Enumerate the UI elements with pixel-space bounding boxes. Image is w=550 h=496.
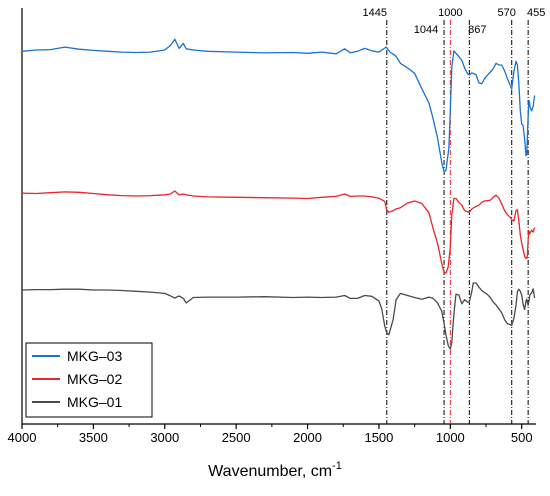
peak-label-1044: 1044: [414, 24, 438, 36]
x-axis-tick-labels: 4000 3500 3000 2500 2000 1500 1000 500: [8, 430, 533, 445]
peak-label-570: 570: [498, 7, 516, 19]
series-line-2: [21, 190, 536, 274]
series-line-3: [21, 282, 536, 350]
x-axis-title-superscript: -1: [332, 460, 342, 472]
peak-label-1000: 1000: [438, 7, 462, 19]
peak-label-867: 867: [468, 24, 486, 36]
x-axis-title: Wavenumber, cm-1: [208, 460, 342, 480]
x-tick-label-3500: 3500: [79, 430, 108, 445]
legend-label-3: MKG–01: [67, 394, 122, 410]
legend-label-1: MKG–03: [67, 348, 122, 364]
series-layer: [21, 38, 536, 350]
legend: MKG–03 MKG–02 MKG–01: [25, 342, 153, 418]
peak-marker-lines: [386, 20, 529, 424]
legend-label-2: MKG–02: [67, 371, 122, 387]
x-tick-label-4000: 4000: [8, 430, 37, 445]
x-tick-label-3000: 3000: [150, 430, 179, 445]
series-line-1: [21, 38, 536, 173]
peak-label-1445: 1445: [363, 7, 387, 19]
x-tick-label-1000: 1000: [436, 430, 465, 445]
x-axis-title-text: Wavenumber, cm: [208, 463, 332, 480]
x-axis-ticks: [21, 424, 523, 429]
x-tick-label-2500: 2500: [222, 430, 251, 445]
x-tick-label-1500: 1500: [364, 430, 393, 445]
x-tick-label-500: 500: [511, 430, 533, 445]
peak-label-455: 455: [527, 7, 545, 19]
x-tick-label-2000: 2000: [293, 430, 322, 445]
